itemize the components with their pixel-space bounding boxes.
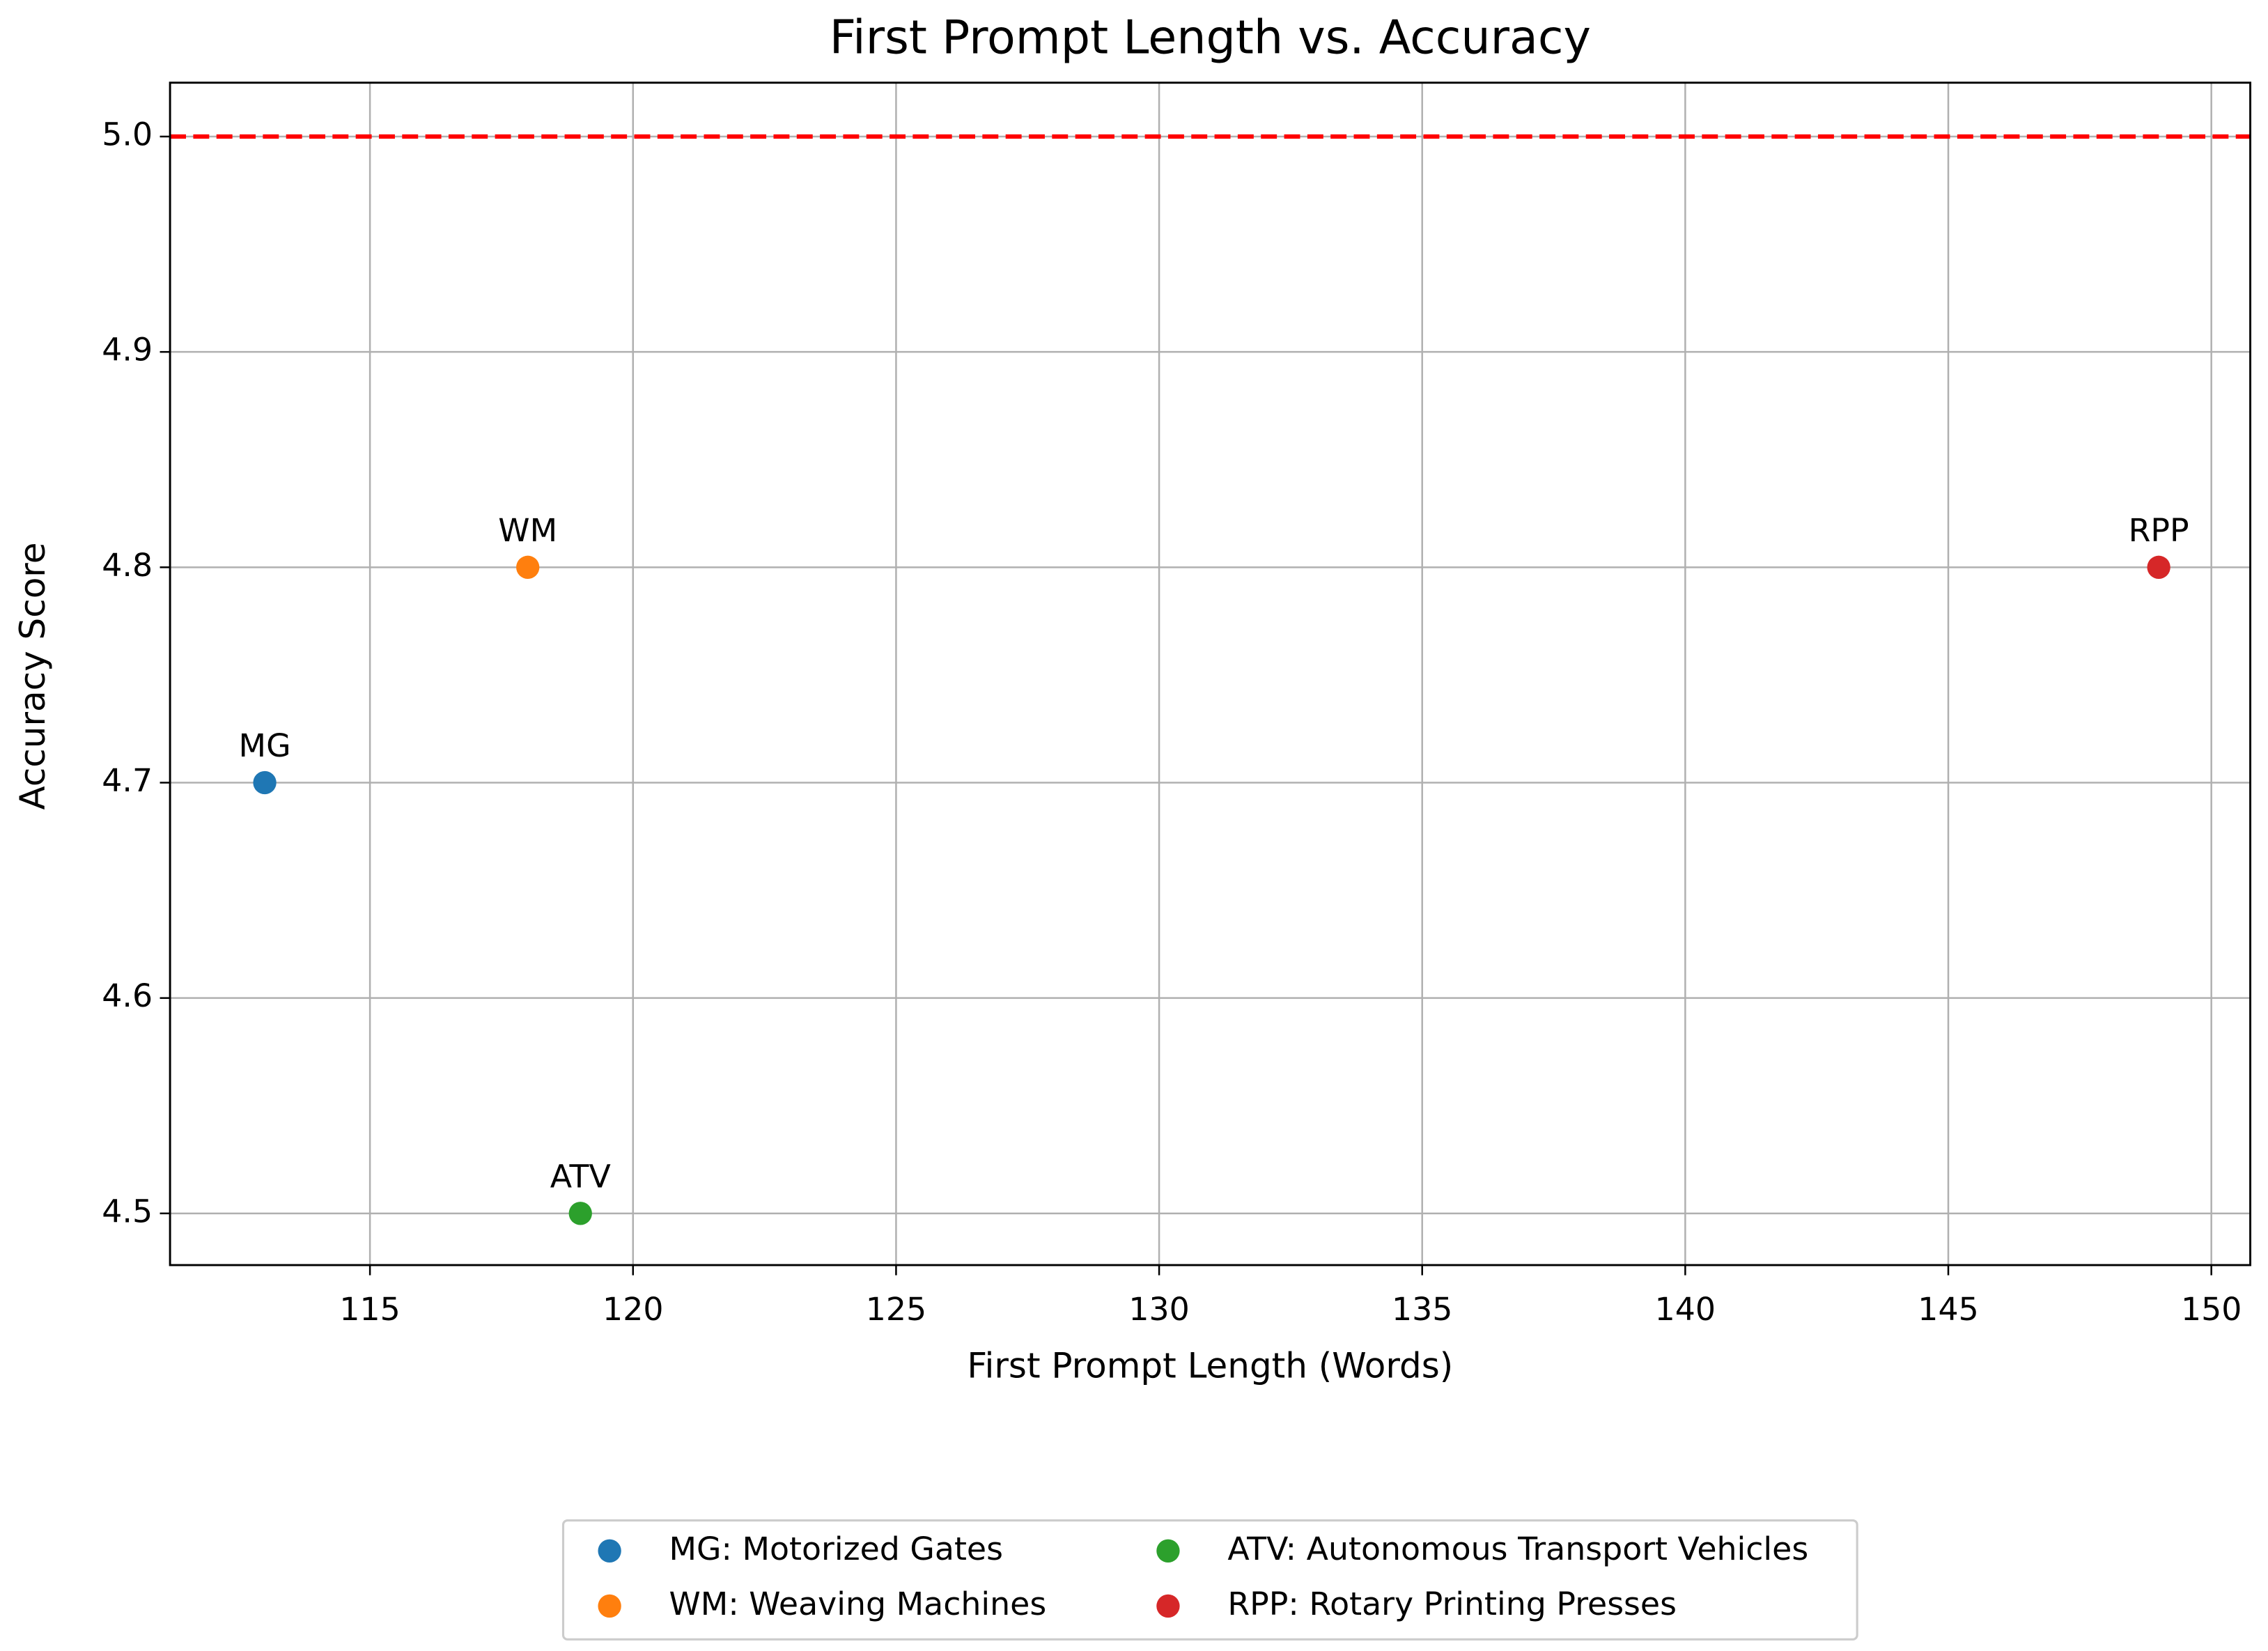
point-label: ATV (550, 1157, 611, 1195)
y-tick-label: 4.6 (102, 977, 153, 1014)
y-tick-label: 5.0 (102, 115, 153, 153)
x-axis-label: First Prompt Length (Words) (967, 1345, 1453, 1386)
x-tick-label: 115 (339, 1290, 400, 1328)
x-tick-label: 130 (1128, 1290, 1189, 1328)
legend-label: MG: Motorized Gates (669, 1530, 1003, 1567)
point-label: WM (498, 511, 557, 549)
point (516, 555, 540, 579)
legend-box (561, 1519, 1858, 1641)
y-tick-label: 4.7 (102, 761, 153, 799)
chart-title: First Prompt Length vs. Accuracy (830, 10, 1591, 64)
x-tick-label: 150 (2181, 1290, 2242, 1328)
legend-marker (598, 1539, 621, 1563)
legend-label: RPP: Rotary Printing Presses (1227, 1585, 1677, 1622)
x-tick-label: 125 (866, 1290, 926, 1328)
y-axis-label: Accuracy Score (13, 543, 53, 810)
y-tick-label: 4.5 (102, 1192, 153, 1230)
legend-label: WM: Weaving Machines (669, 1585, 1047, 1622)
point-label: RPP (2129, 511, 2189, 549)
legend-label: ATV: Autonomous Transport Vehicles (1227, 1530, 1808, 1567)
x-tick-label: 120 (603, 1290, 663, 1328)
point-label: MG (239, 727, 291, 764)
legend-marker (598, 1594, 621, 1618)
legend-marker (1156, 1594, 1180, 1618)
y-tick-label: 4.8 (102, 546, 153, 584)
point (2147, 555, 2170, 579)
point (568, 1202, 592, 1225)
plot-frame (169, 82, 2252, 1266)
y-tick-label: 4.9 (102, 331, 153, 369)
x-tick-label: 145 (1918, 1290, 1978, 1328)
legend-marker (1156, 1539, 1180, 1563)
x-tick-label: 140 (1655, 1290, 1716, 1328)
point (253, 770, 277, 795)
x-tick-label: 135 (1392, 1290, 1452, 1328)
